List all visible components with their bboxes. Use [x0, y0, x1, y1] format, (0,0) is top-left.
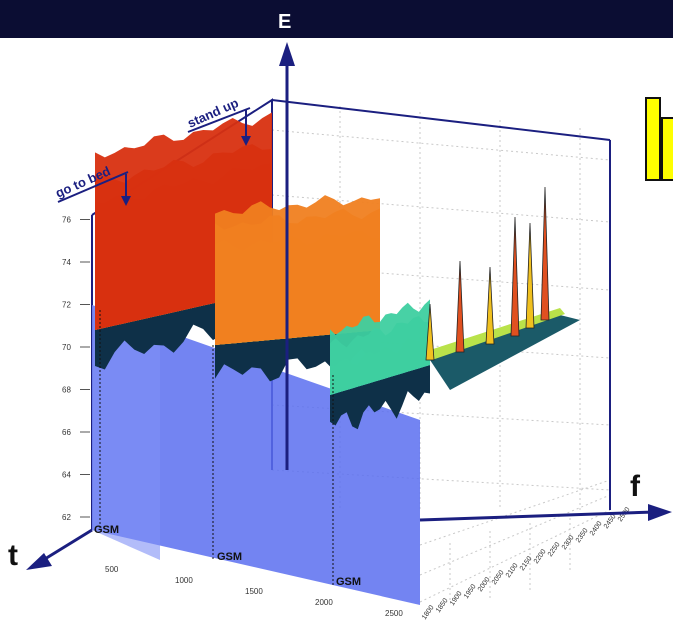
- t-tick-label: 2000: [315, 598, 333, 607]
- z-tick-label: 66: [62, 428, 71, 437]
- spectral-spike: [485, 266, 495, 345]
- z-tick-label: 70: [62, 343, 71, 352]
- f-tick-label: 2000: [477, 576, 492, 593]
- z-tick-label: 74: [62, 258, 71, 267]
- f-tick-label: 2300: [561, 534, 576, 551]
- gsm-band-label: GSM: [217, 551, 242, 563]
- f-tick-label: 1850: [435, 597, 450, 614]
- f-tick-label: 2200: [533, 548, 548, 565]
- z-tick-label: 62: [62, 513, 71, 522]
- spectral-spike: [540, 186, 550, 321]
- spectral-spike: [510, 216, 520, 337]
- axis-label-e: E: [278, 11, 291, 33]
- surface-shadow: [330, 365, 430, 430]
- f-tick-label: 1950: [463, 583, 478, 600]
- t-tick-label: 500: [105, 565, 119, 574]
- f-tick-label: 2050: [491, 569, 506, 586]
- f-tick-labels: 1800 1850 1900 1950 2000 2050 2100 2150 2200 2250…: [421, 506, 632, 621]
- header-bar: [0, 0, 673, 38]
- f-tick-label: 2400: [589, 520, 604, 537]
- band-guides: [99, 310, 334, 585]
- f-tick-label: 2250: [547, 541, 562, 558]
- z-tick-label: 64: [62, 471, 71, 480]
- gsm-labels: GSM GSM GSM: [94, 524, 361, 588]
- spectral-spikes: [425, 186, 550, 361]
- t-tick-label: 2500: [385, 609, 403, 618]
- f-tick-label: 2100: [505, 562, 520, 579]
- f-tick-label: 2150: [519, 555, 534, 572]
- spectral-spike: [525, 222, 535, 329]
- surface-band: [215, 195, 380, 345]
- surface-band: [330, 299, 430, 395]
- yellow-logo-fragment: [645, 97, 673, 181]
- surface-tail: [430, 315, 580, 390]
- z-tick-label: 72: [62, 301, 71, 310]
- axes: [26, 42, 672, 570]
- gsm-band-label: GSM: [94, 524, 119, 536]
- axis-label-t: t: [8, 539, 18, 572]
- f-tick-label: 1900: [449, 590, 464, 607]
- gsm-band-label: GSM: [336, 576, 361, 588]
- t-tick-label: 1000: [175, 576, 193, 585]
- front-slab-shade: [92, 305, 160, 560]
- spectral-spike: [455, 260, 465, 353]
- z-tick-labels: 62 64 66 68 70 72 74 76: [62, 216, 90, 522]
- floor-grid: [419, 479, 611, 603]
- f-tick-label: 1800: [421, 604, 436, 621]
- front-slab: [92, 305, 420, 605]
- z-tick-label: 68: [62, 386, 71, 395]
- f-tick-label: 2350: [575, 527, 590, 544]
- f-tick-label: 2450: [603, 513, 618, 530]
- axis-label-f: f: [630, 470, 641, 503]
- z-tick-label: 76: [62, 216, 71, 225]
- surface-layers: [95, 112, 580, 430]
- t-tick-labels: 500 1000 1500 2000 2500: [105, 565, 403, 618]
- t-tick-label: 1500: [245, 587, 263, 596]
- spectral-spike: [425, 303, 435, 361]
